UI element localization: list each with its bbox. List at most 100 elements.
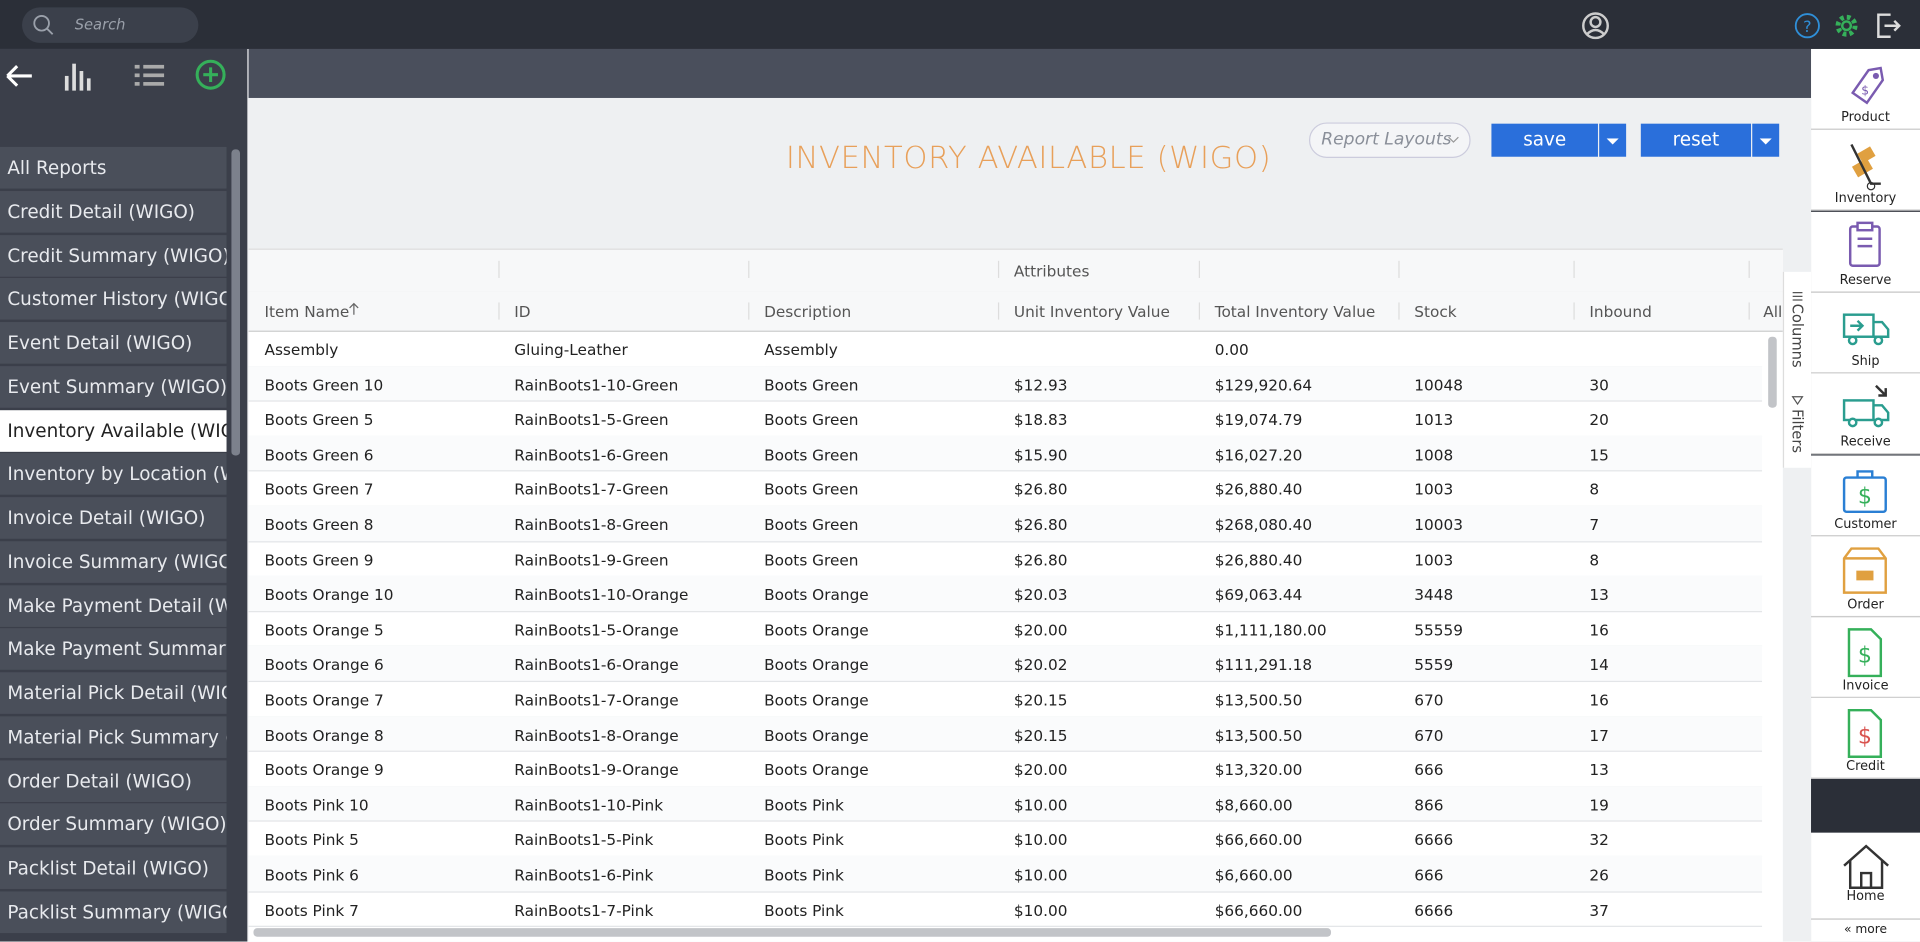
- table-cell: $66,660.00: [1214, 830, 1303, 850]
- column-header[interactable]: Description: [764, 302, 852, 321]
- report-item[interactable]: Order Summary (WIGO): [0, 803, 227, 846]
- table-cell: RainBoots1-9-Green: [514, 550, 669, 569]
- table-row[interactable]: Boots Orange 5 RainBoots1-5-Orange Boots O…: [249, 611, 1762, 646]
- side-tab[interactable]: Filters: [1788, 408, 1807, 454]
- chart-icon[interactable]: [64, 63, 91, 91]
- table-row[interactable]: Boots Green 8 RainBoots1-8-Green Boots Gre…: [248, 505, 1763, 541]
- table-row[interactable]: Boots Green 6 RainBoots1-6-Green Boots Gre…: [248, 435, 1763, 471]
- table-row[interactable]: Boots Orange 7 RainBoots1-7-Orange Boots O…: [249, 681, 1762, 716]
- table-cell: RainBoots1-8-Green: [514, 515, 669, 534]
- table-cell: 1013: [1414, 410, 1454, 429]
- nav-item[interactable]: Reserve: [1811, 211, 1920, 293]
- column-header[interactable]: Stock: [1414, 302, 1457, 321]
- nav-item[interactable]: Order: [1811, 536, 1920, 617]
- table-cell: 0.00: [1214, 340, 1249, 359]
- table-cell: RainBoots1-10-Pink: [514, 795, 664, 815]
- table-cell: $8,660.00: [1214, 795, 1293, 815]
- report-item[interactable]: All Reports: [0, 146, 227, 189]
- report-item[interactable]: Packlist Detail (WIGO): [0, 847, 227, 889]
- report-item[interactable]: Inventory Available (WIGO): [0, 409, 227, 452]
- table-row[interactable]: Boots Green 9 RainBoots1-9-Green Boots Gre…: [249, 541, 1762, 576]
- table-cell: $20.15: [1013, 690, 1068, 709]
- report-item[interactable]: Event Detail (WIGO): [0, 322, 227, 364]
- report-item[interactable]: Customer History (WIGO): [0, 278, 227, 320]
- column-header[interactable]: All: [1763, 302, 1783, 321]
- list-icon[interactable]: [134, 64, 165, 86]
- more-link[interactable]: « more: [1811, 919, 1920, 942]
- table-cell: Boots Pink: [764, 795, 844, 815]
- table-cell: 16: [1589, 690, 1609, 709]
- table-cell: $20.00: [1013, 620, 1068, 639]
- nav-item[interactable]: $ Invoice: [1811, 617, 1920, 699]
- table-row[interactable]: Boots Orange 9 RainBoots1-9-Orange Boots O…: [249, 751, 1762, 786]
- table-row[interactable]: Boots Orange 10 RainBoots1-10-Orange Boots…: [248, 575, 1763, 611]
- table-row[interactable]: Boots Pink 10 RainBoots1-10-Pink Boots Pin…: [248, 785, 1763, 821]
- table-row[interactable]: Assembly Gluing-Leather Assembly 0.00: [249, 331, 1762, 366]
- table-row[interactable]: Boots Green 10 RainBoots1-10-Green Boots G…: [248, 365, 1763, 401]
- vertical-scrollbar[interactable]: [1768, 336, 1777, 408]
- report-item[interactable]: Credit Detail (WIGO): [0, 190, 227, 233]
- report-item[interactable]: Make Payment Detail (WIGO): [0, 584, 227, 627]
- user-icon[interactable]: [1581, 11, 1610, 40]
- table-cell: 666: [1414, 865, 1444, 885]
- save-dropdown[interactable]: [1599, 123, 1627, 157]
- table-row[interactable]: Boots Orange 6 RainBoots1-6-Orange Boots O…: [248, 645, 1763, 681]
- nav-icon: $: [1834, 622, 1895, 683]
- horizontal-scrollbar[interactable]: [253, 928, 1332, 937]
- icon: [1842, 313, 1890, 346]
- save-button[interactable]: save: [1491, 123, 1598, 157]
- search-box[interactable]: Search: [22, 7, 199, 43]
- scrollbar[interactable]: [231, 149, 241, 456]
- table-cell: RainBoots1-9-Orange: [514, 760, 679, 780]
- nav-item[interactable]: $ Credit: [1811, 698, 1920, 780]
- add-icon[interactable]: [195, 59, 226, 90]
- table-row[interactable]: Boots Orange 8 RainBoots1-8-Orange Boots O…: [248, 715, 1763, 751]
- column-header[interactable]: Item Name: [264, 302, 350, 321]
- report-item[interactable]: Credit Summary (WIGO): [0, 234, 227, 277]
- report-item[interactable]: Order Detail (WIGO): [0, 759, 227, 802]
- nav-item[interactable]: Ship: [1811, 292, 1920, 374]
- table-cell: RainBoots1-5-Pink: [514, 830, 654, 850]
- report-item[interactable]: Make Payment Summary (WIGO): [0, 628, 227, 671]
- icon: [1843, 844, 1889, 889]
- table-row[interactable]: Boots Pink 6 RainBoots1-6-Pink Boots Pink $…: [248, 855, 1763, 891]
- table-cell: Boots Orange: [764, 585, 869, 604]
- report-item[interactable]: Material Pick Detail (WIGO): [0, 672, 227, 714]
- table-cell: $10.00: [1013, 865, 1068, 885]
- column-header[interactable]: ID: [514, 302, 531, 321]
- nav-label: Receive: [1840, 434, 1891, 450]
- report-item[interactable]: Material Pick Summary (WIGO): [0, 716, 227, 758]
- table-cell: 13: [1589, 760, 1609, 780]
- table-row[interactable]: Boots Green 5 RainBoots1-5-Green Boots Gre…: [249, 401, 1762, 436]
- back-icon[interactable]: [6, 65, 32, 87]
- reset-button[interactable]: reset: [1640, 123, 1752, 157]
- nav-item[interactable]: Inventory: [1811, 130, 1920, 211]
- report-layouts-select[interactable]: Report Layouts: [1308, 122, 1471, 158]
- table-cell: $13,320.00: [1214, 760, 1303, 780]
- report-item[interactable]: Event Summary (WIGO): [0, 365, 227, 408]
- report-item[interactable]: Inventory by Location (WIGO): [0, 453, 227, 496]
- report-item[interactable]: Invoice Detail (WIGO): [0, 497, 227, 539]
- logout-icon[interactable]: [1873, 11, 1902, 40]
- column-header[interactable]: Unit Inventory Value: [1013, 302, 1170, 321]
- reset-dropdown[interactable]: [1752, 123, 1780, 157]
- table-row[interactable]: Boots Green 7 RainBoots1-7-Green Boots Gre…: [249, 471, 1762, 506]
- report-item[interactable]: Packlist Summary (WIGO): [0, 891, 227, 933]
- column-header[interactable]: Total Inventory Value: [1214, 302, 1376, 321]
- nav-item[interactable]: Home: [1811, 832, 1920, 920]
- column-header[interactable]: Inbound: [1589, 302, 1652, 321]
- settings-icon[interactable]: [1832, 11, 1861, 40]
- nav-item[interactable]: $ Product: [1811, 48, 1920, 130]
- row-divider: [248, 925, 1763, 928]
- table-cell: Boots Pink 6: [264, 865, 359, 885]
- nav-item[interactable]: $ Customer: [1811, 454, 1920, 536]
- side-tab[interactable]: Columns: [1788, 303, 1807, 368]
- row-divider: [248, 820, 1763, 823]
- table-cell: $10.00: [1013, 900, 1068, 920]
- help-icon[interactable]: ?: [1794, 12, 1821, 39]
- nav-item[interactable]: Receive: [1811, 373, 1920, 455]
- table-row[interactable]: Boots Pink 5 RainBoots1-5-Pink Boots Pink $…: [249, 821, 1762, 856]
- report-item[interactable]: Invoice Summary (WIGO): [0, 540, 227, 583]
- table-row[interactable]: Boots Pink 7 RainBoots1-7-Pink Boots Pink $…: [249, 891, 1762, 926]
